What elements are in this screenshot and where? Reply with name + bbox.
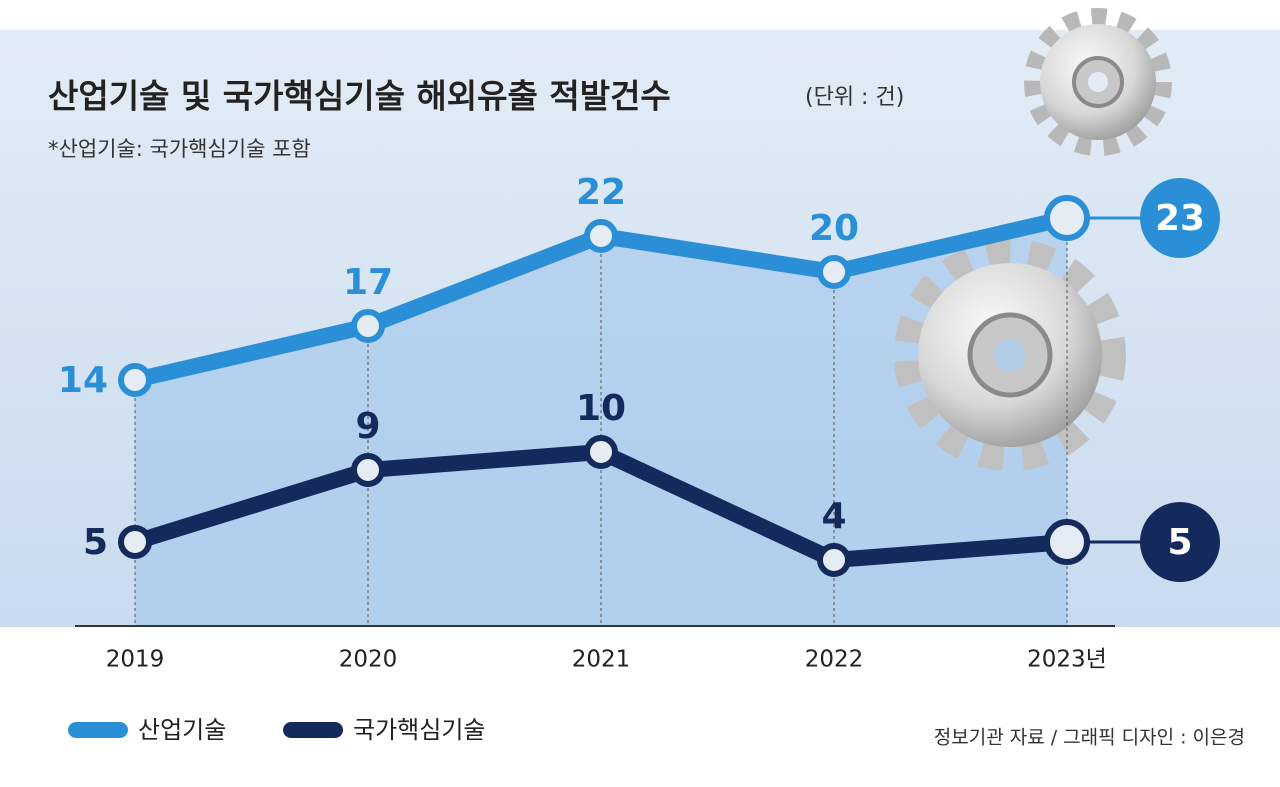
point bbox=[817, 543, 851, 577]
x-tick-label: 2020 bbox=[339, 647, 398, 673]
data-label: 22 bbox=[576, 172, 626, 213]
legend-label: 국가핵심기술 bbox=[353, 716, 485, 744]
data-label: 5 bbox=[83, 522, 108, 563]
point bbox=[1044, 519, 1090, 565]
data-label: 14 bbox=[58, 360, 108, 401]
subtitle: *산업기술: 국가핵심기술 포함 bbox=[48, 137, 311, 161]
unit-label: (단위 : 건) bbox=[805, 85, 904, 110]
end-bubble bbox=[1140, 502, 1220, 582]
x-tick-label: 2023년 bbox=[1027, 647, 1107, 673]
legend-swatch bbox=[68, 722, 128, 738]
point bbox=[584, 219, 618, 253]
point bbox=[118, 525, 152, 559]
x-tick-label: 2022 bbox=[805, 647, 864, 673]
x-tick-label: 2021 bbox=[572, 647, 631, 673]
data-label: 4 bbox=[821, 496, 846, 537]
legend-label: 산업기술 bbox=[138, 716, 226, 744]
point bbox=[584, 435, 618, 469]
end-bubble bbox=[1140, 178, 1220, 258]
data-label: 20 bbox=[809, 208, 859, 249]
data-label: 5 bbox=[1167, 522, 1192, 563]
point bbox=[817, 255, 851, 289]
source: 정보기관 자료 / 그래픽 디자인 : 이은경 bbox=[934, 727, 1245, 749]
gear bbox=[894, 239, 1126, 471]
legend-swatch bbox=[283, 722, 343, 738]
x-tick-label: 2019 bbox=[106, 647, 165, 673]
point bbox=[351, 309, 385, 343]
point bbox=[351, 453, 385, 487]
data-label: 23 bbox=[1155, 198, 1205, 239]
point bbox=[1044, 195, 1090, 241]
data-label: 9 bbox=[355, 406, 380, 447]
point bbox=[118, 363, 152, 397]
chart-title: 산업기술 및 국가핵심기술 해외유출 적발건수 bbox=[48, 77, 671, 116]
gear bbox=[1024, 8, 1172, 156]
data-label: 17 bbox=[343, 262, 393, 303]
data-label: 10 bbox=[576, 388, 626, 429]
